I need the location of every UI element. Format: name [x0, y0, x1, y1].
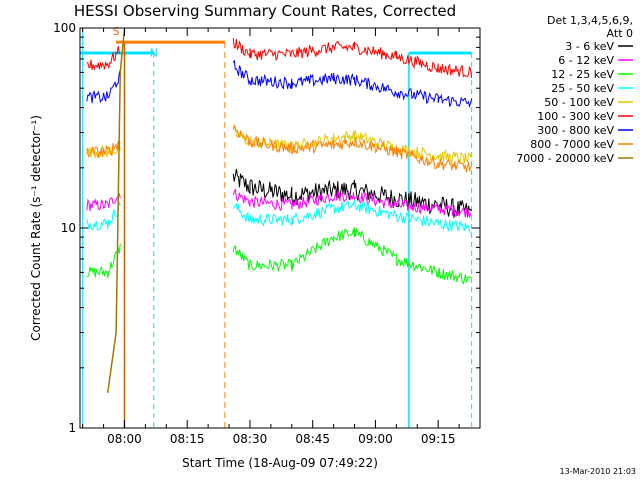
series-line-5 — [232, 38, 473, 78]
legend-label: 50 - 100 keV — [544, 96, 614, 109]
legend-label: 7000 - 20000 keV — [516, 152, 614, 165]
legend-label: 25 - 50 keV — [551, 82, 614, 95]
y-tick-label: 1 — [68, 421, 76, 435]
legend-label: 3 - 6 keV — [565, 40, 614, 53]
marker-label-n: N — [150, 47, 158, 60]
series-line-6 — [86, 69, 121, 104]
series-line-6 — [232, 59, 473, 109]
legend-header-line-1: Det 1,3,4,5,6,9, — [547, 14, 633, 27]
series-line-1 — [232, 188, 472, 218]
y-axis-label: Corrected Count Rate (s⁻¹ detector⁻¹) — [29, 115, 43, 341]
x-tick-label: 09:15 — [421, 432, 456, 446]
series-line-2 — [86, 243, 121, 279]
x-tick-label: 09:00 — [358, 432, 393, 446]
x-tick-label: 08:15 — [170, 432, 205, 446]
legend-label: 300 - 800 keV — [537, 124, 614, 137]
plot-overlays: SN — [80, 25, 473, 428]
series-line-2 — [232, 227, 472, 285]
series-line-4 — [232, 126, 473, 165]
legend-label: 100 - 300 keV — [537, 110, 614, 123]
legend-label: 800 - 7000 keV — [530, 138, 614, 151]
x-tick-label: 08:45 — [295, 432, 330, 446]
x-tick-label: 08:30 — [233, 432, 268, 446]
x-axis: 08:00 08:15 08:30 08:45 09:00 09:15 — [82, 28, 481, 446]
series-line-3 — [232, 199, 472, 234]
y-tick-label: 100 — [53, 21, 76, 35]
series-layer — [86, 28, 473, 393]
series-line-7 — [232, 123, 473, 173]
legend-label: 12 - 25 keV — [551, 68, 614, 81]
plot-frame — [79, 27, 481, 429]
series-line-3 — [86, 201, 121, 231]
series-line-7 — [86, 140, 121, 159]
series-line-5 — [86, 46, 121, 71]
x-axis-label: Start Time (18-Aug-09 07:49:22) — [182, 456, 378, 470]
series-line-8 — [106, 28, 126, 393]
timestamp: 13-Mar-2010 21:03 — [560, 467, 637, 476]
y-axis: 1 10 100 — [53, 21, 480, 435]
chart-title: HESSI Observing Summary Count Rates, Cor… — [74, 2, 456, 20]
legend-label: 6 - 12 keV — [558, 54, 614, 67]
marker-label-s: S — [113, 25, 120, 38]
y-tick-label: 10 — [61, 221, 76, 235]
series-line-1 — [86, 192, 121, 211]
series-line-0 — [232, 168, 473, 218]
x-tick-label: 08:00 — [107, 432, 142, 446]
legend-header-line-2: Att 0 — [607, 27, 633, 40]
